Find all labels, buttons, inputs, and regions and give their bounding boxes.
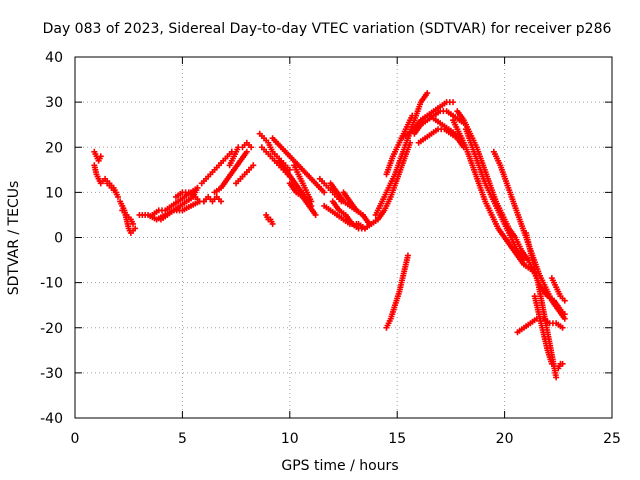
data-point (194, 184, 201, 191)
y-axis-label: SDTVAR / TECUs (6, 181, 22, 296)
data-point (553, 374, 560, 381)
y-tick-label: -20 (40, 321, 63, 337)
data-point (243, 148, 250, 155)
x-tick-label: 0 (71, 431, 80, 447)
y-tick-label: -30 (40, 366, 63, 382)
chart-title: Day 083 of 2023, Sidereal Day-to-day VTE… (43, 21, 612, 37)
y-tick-label: 30 (45, 95, 63, 111)
data-point (218, 198, 225, 205)
data-point (248, 144, 255, 151)
y-tick-label: 10 (45, 185, 63, 201)
data-point (308, 198, 315, 205)
data-markers (91, 90, 568, 381)
x-tick-label: 15 (388, 431, 406, 447)
data-point (424, 90, 431, 97)
data-point (561, 297, 568, 304)
data-point (269, 220, 276, 227)
x-tick-label: 10 (281, 431, 299, 447)
data-point (321, 189, 328, 196)
data-point (548, 360, 555, 367)
grid (75, 57, 612, 418)
y-tick-label: -40 (40, 411, 63, 427)
data-point (520, 257, 527, 264)
data-point (250, 162, 257, 169)
y-tick-label: -10 (40, 276, 63, 292)
data-point (404, 252, 411, 259)
y-tick-label: 20 (45, 140, 63, 156)
y-tick-label: 0 (54, 231, 63, 247)
data-point (409, 112, 416, 119)
axis-ticks: 0 5 10 15 20 25 -40 -30 -20 -10 0 10 20 30 40 (40, 50, 621, 447)
x-tick-label: 20 (496, 431, 514, 447)
data-point (450, 99, 457, 106)
data-point (559, 324, 566, 331)
data-point (97, 153, 104, 160)
y-tick-label: 40 (45, 50, 63, 66)
data-point (312, 211, 319, 218)
data-point (561, 315, 568, 322)
data-point (114, 193, 121, 200)
x-tick-label: 25 (603, 431, 621, 447)
x-axis-label: GPS time / hours (281, 458, 398, 474)
data-point (132, 225, 139, 232)
x-tick-label: 5 (178, 431, 187, 447)
data-point (129, 220, 136, 227)
data-point (559, 360, 566, 367)
